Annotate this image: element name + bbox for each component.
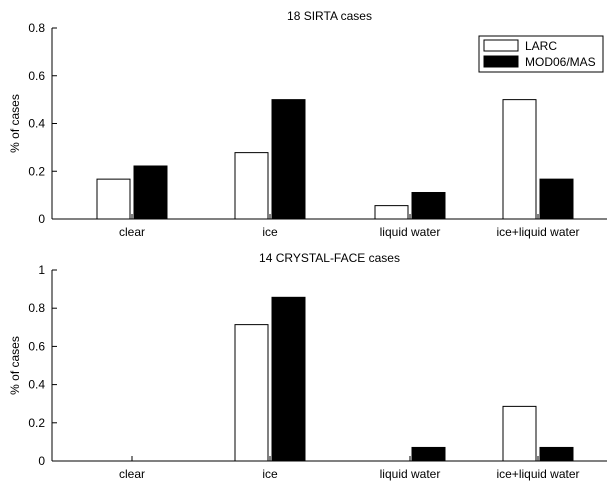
y-tick-label: 0: [38, 454, 45, 468]
bar-mod06-mas-ice: [271, 99, 306, 220]
x-tick-label: liquid water: [380, 467, 441, 481]
chart-title: 18 SIRTA cases: [287, 9, 372, 23]
bar-larc-liquid-water: [374, 205, 409, 220]
y-tick-label: 0.6: [28, 339, 45, 353]
x-tick-label: ice+liquid water: [496, 225, 579, 239]
y-tick-label: 0.8: [28, 301, 45, 315]
y-tick-label: 0: [38, 212, 45, 226]
y-tick-label: 0.6: [28, 69, 45, 83]
legend-label: MOD06/MAS: [525, 55, 596, 69]
legend: LARC MOD06/MAS: [478, 35, 604, 73]
y-tick-label: 0.4: [28, 378, 45, 392]
y-tick-label: 0.2: [28, 164, 45, 178]
y-tick-label: 0.4: [28, 117, 45, 131]
bar-larc-clear: [96, 178, 131, 220]
y-tick-label: 0.2: [28, 416, 45, 430]
chart-title: 14 CRYSTAL-FACE cases: [259, 251, 400, 265]
legend-swatch-larc: [483, 39, 519, 52]
bar-mod06-mas-liquid-water: [411, 446, 446, 462]
x-tick-label: liquid water: [380, 225, 441, 239]
x-tick-label: clear: [119, 225, 145, 239]
bar-larc-ice: [234, 324, 269, 462]
x-tick-label: clear: [119, 467, 145, 481]
y-axis-label: % of cases: [8, 336, 22, 395]
x-tick-label: ice+liquid water: [496, 467, 579, 481]
bar-mod06-mas-ice-liquid-water: [539, 446, 574, 462]
x-tick-label: ice: [262, 225, 278, 239]
bar-mod06-mas-ice-liquid-water: [539, 178, 574, 220]
y-tick-label: 1: [38, 263, 45, 277]
chart-panel-2: 14 CRYSTAL-FACE cases % of cases 0 0.2 0.4 0.…: [8, 251, 607, 481]
y-tick-label: 0.8: [28, 21, 45, 35]
bar-mod06-mas-clear: [133, 165, 168, 220]
bar-larc-ice: [234, 152, 269, 220]
legend-label: LARC: [525, 39, 557, 53]
y-axis-label: % of cases: [8, 94, 22, 153]
legend-swatch-mod06-mas: [483, 55, 519, 68]
bar-larc-ice-liquid-water: [502, 99, 537, 220]
bar-mod06-mas-ice: [271, 296, 306, 462]
chart-panel-1: 18 SIRTA cases % of cases 0 0.2 0.4 0.6 0.8 cle…: [8, 9, 607, 239]
bar-mod06-mas-liquid-water: [411, 191, 446, 220]
x-tick-label: ice: [262, 467, 278, 481]
bar-larc-ice-liquid-water: [502, 405, 537, 462]
